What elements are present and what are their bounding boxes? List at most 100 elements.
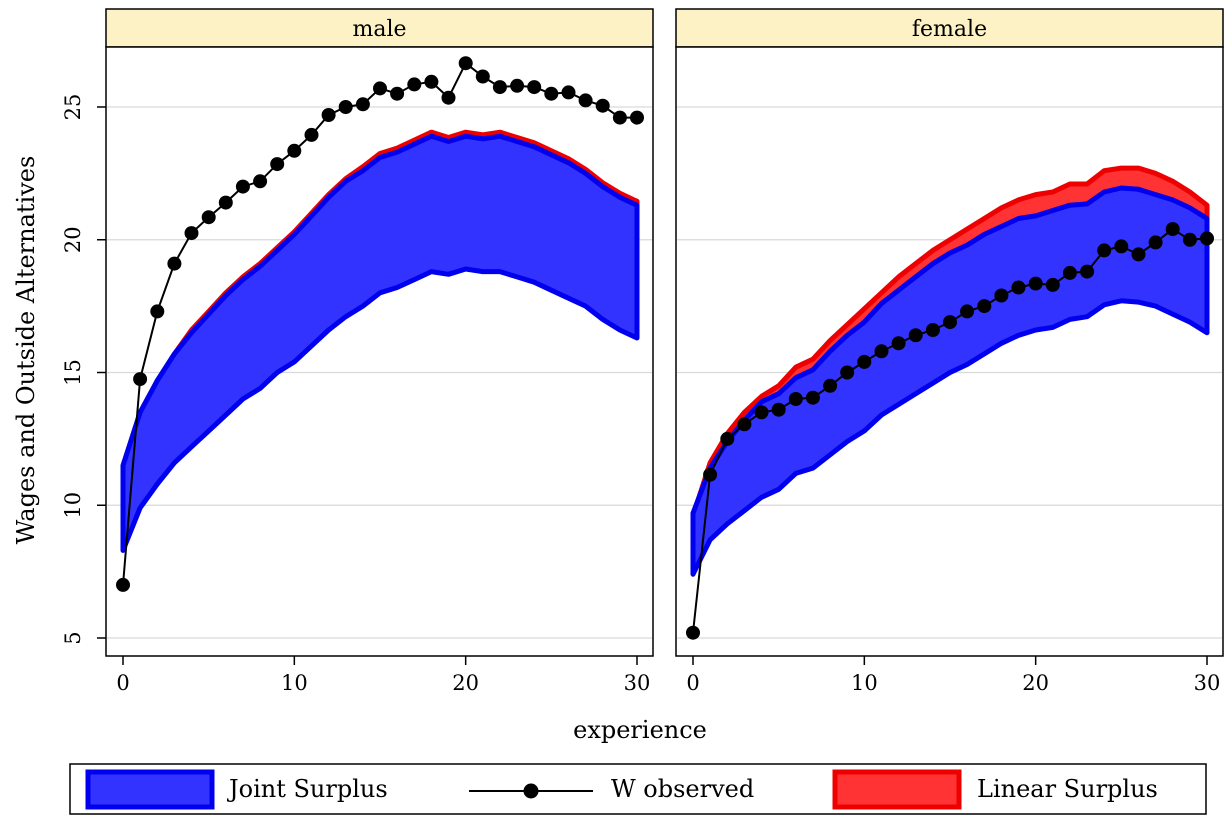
w-observed-point-female-1 [703, 467, 718, 482]
w-observed-point-female-29 [1182, 232, 1197, 247]
w-observed-point-male-3 [167, 256, 182, 271]
y-tick-label-20: 20 [61, 226, 85, 253]
w-observed-point-female-22 [1062, 265, 1077, 280]
w-observed-point-female-5 [771, 402, 786, 417]
panel-male-x-axis: 0 10 20 30 [116, 656, 650, 695]
w-observed-point-female-13 [908, 328, 923, 343]
w-observed-point-male-30 [630, 110, 644, 125]
w-observed-point-male-16 [390, 86, 405, 101]
x-tick-label-female-20: 20 [1022, 671, 1049, 695]
w-observed-point-female-2 [720, 431, 735, 446]
w-observed-point-female-16 [960, 304, 975, 319]
w-observed-point-male-0 [116, 577, 130, 592]
panel-male-plot [116, 56, 644, 592]
w-observed-point-female-28 [1165, 222, 1180, 237]
w-observed-point-male-26 [561, 85, 576, 100]
y-axis-title: Wages and Outside Alternatives [12, 156, 40, 545]
w-observed-point-female-3 [737, 417, 752, 432]
w-observed-point-male-7 [235, 179, 250, 194]
w-observed-point-male-12 [321, 108, 336, 122]
w-observed-point-male-10 [287, 143, 302, 158]
w-observed-point-male-2 [150, 304, 165, 319]
x-tick-label-female-30: 30 [1194, 671, 1221, 695]
w-observed-point-male-5 [201, 210, 216, 225]
w-observed-point-female-11 [874, 344, 889, 359]
w-observed-point-female-15 [943, 315, 957, 330]
w-observed-point-female-9 [840, 365, 855, 380]
w-observed-point-male-4 [184, 226, 199, 241]
joint-surplus-band-female [690, 185, 1210, 577]
w-observed-point-female-19 [1011, 280, 1026, 295]
w-observed-point-female-0 [686, 625, 700, 640]
legend-label-w-observed: W observed [611, 775, 754, 803]
legend: Joint Surplus W observed Linear Surplus [69, 763, 1207, 815]
w-observed-point-male-29 [612, 110, 627, 125]
w-observed-point-female-10 [857, 354, 872, 369]
w-observed-point-female-7 [805, 390, 820, 405]
y-axis: 5 10 15 20 25 [61, 94, 106, 645]
w-observed-point-female-8 [823, 378, 838, 393]
w-observed-point-male-6 [218, 195, 233, 210]
panel-male-strip [105, 8, 654, 48]
w-observed-point-male-25 [544, 86, 559, 101]
w-observed-point-female-25 [1114, 239, 1129, 254]
w-observed-point-male-1 [133, 372, 148, 387]
w-observed-point-female-21 [1045, 277, 1060, 292]
legend-marker-w-observed [523, 783, 539, 799]
y-tick-label-25: 25 [61, 94, 85, 121]
w-observed-point-female-18 [994, 288, 1009, 303]
y-tick-label-5: 5 [61, 631, 85, 644]
legend-swatch-joint-surplus [85, 769, 215, 810]
x-axis-title: experience [573, 716, 707, 744]
w-observed-point-male-14 [355, 97, 370, 112]
legend-label-joint-surplus: Joint Surplus [226, 775, 388, 803]
w-observed-point-male-20 [458, 56, 473, 71]
panel-female: female 0 10 20 30 [675, 8, 1224, 695]
w-observed-point-female-30 [1200, 231, 1214, 246]
panel-female-x-axis: 0 10 20 30 [686, 656, 1220, 695]
w-observed-point-female-14 [925, 323, 940, 337]
w-observed-point-female-17 [977, 299, 992, 314]
w-observed-point-male-13 [338, 100, 353, 114]
legend-swatch-linear-surplus [832, 769, 962, 810]
x-tick-label-male-0: 0 [116, 671, 129, 695]
y-tick-label-10: 10 [61, 492, 85, 519]
panel-male-title: male [352, 17, 406, 42]
x-tick-label-female-10: 10 [851, 671, 878, 695]
w-observed-point-female-6 [788, 392, 803, 406]
w-observed-point-female-20 [1028, 276, 1043, 291]
panel-male: male 0 10 20 30 [105, 8, 654, 695]
w-observed-point-male-23 [510, 78, 525, 93]
panel-female-plot [686, 165, 1214, 640]
w-observed-point-male-24 [527, 80, 542, 95]
x-tick-label-female-0: 0 [686, 671, 699, 695]
legend-item-w-observed: W observed [469, 775, 754, 803]
w-observed-point-male-11 [304, 127, 319, 142]
w-observed-point-female-23 [1080, 264, 1095, 279]
w-observed-point-female-27 [1148, 235, 1163, 250]
w-observed-point-male-22 [492, 80, 507, 95]
x-tick-label-male-30: 30 [624, 671, 651, 695]
legend-item-joint-surplus: Joint Surplus [85, 769, 388, 810]
w-observed-point-male-18 [424, 74, 439, 89]
w-observed-point-male-9 [270, 157, 285, 172]
w-observed-point-male-19 [441, 90, 456, 105]
x-tick-label-male-20: 20 [452, 671, 479, 695]
panel-female-title: female [912, 17, 987, 42]
w-observed-point-female-12 [891, 336, 906, 351]
w-observed-point-male-28 [595, 98, 610, 113]
y-tick-label-15: 15 [61, 359, 85, 386]
w-observed-point-male-15 [373, 81, 387, 96]
x-tick-label-male-10: 10 [281, 671, 308, 695]
w-observed-point-male-17 [407, 77, 422, 92]
legend-label-linear-surplus: Linear Surplus [977, 775, 1158, 803]
w-observed-point-female-24 [1097, 243, 1112, 258]
w-observed-point-male-21 [475, 69, 490, 84]
w-observed-point-female-26 [1131, 247, 1146, 262]
w-observed-point-male-8 [253, 174, 268, 189]
legend-item-linear-surplus: Linear Surplus [832, 769, 1158, 810]
legend-frame [69, 763, 1207, 815]
w-observed-point-male-27 [578, 93, 593, 108]
joint-surplus-band-male [120, 133, 640, 553]
